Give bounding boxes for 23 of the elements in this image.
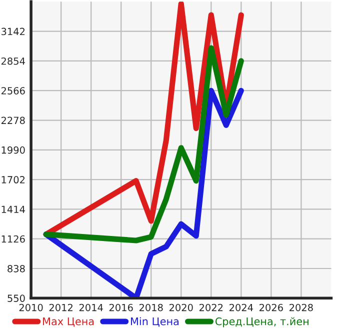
y-tick-label: 1702 (2, 176, 25, 184)
legend-label: Min Цена (130, 317, 179, 327)
x-tick-label: 2010 (19, 304, 43, 312)
x-tick-label: 2026 (260, 304, 283, 312)
y-tick-label: 2854 (1, 57, 25, 65)
legend-label: Max Цена (43, 318, 94, 327)
y-tick-label: 3142 (1, 28, 25, 36)
y-tick-label: 1126 (2, 235, 25, 243)
legend-label: Сред.Цена, т.йен (215, 317, 308, 328)
x-tick-label: 2018 (139, 304, 163, 312)
x-tick-label: 2016 (109, 304, 133, 312)
x-tick-label: 2022 (199, 304, 223, 312)
x-tick-label: 2020 (169, 304, 193, 312)
y-tick-label: 550 (8, 294, 25, 302)
y-tick-label: 1990 (2, 146, 25, 154)
y-tick-label: 1414 (2, 206, 25, 213)
x-tick-label: 2028 (290, 304, 313, 312)
x-tick-label: 2012 (49, 304, 72, 312)
y-tick-label: 2278 (1, 116, 25, 124)
y-tick-label: 2566 (1, 87, 25, 94)
x-tick-label: 2014 (79, 304, 103, 312)
x-tick-label: 2024 (229, 304, 253, 312)
y-tick-label: 838 (8, 264, 25, 272)
